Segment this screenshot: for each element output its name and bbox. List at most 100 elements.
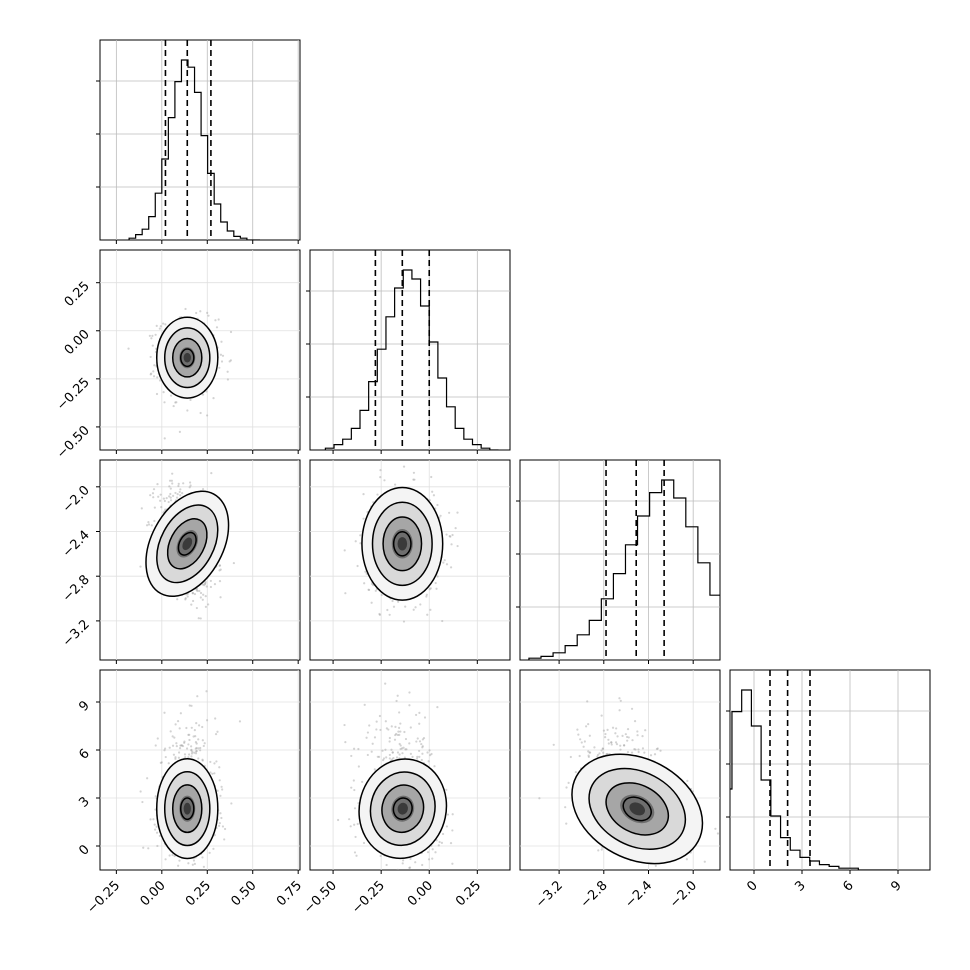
scatter-point (158, 327, 161, 330)
scatter-point (426, 613, 429, 616)
scatter-point (169, 394, 173, 397)
scatter-point (600, 714, 603, 717)
scatter-point (408, 866, 411, 869)
scatter-point (216, 730, 219, 733)
y-tick-label: −2.4 (60, 528, 93, 561)
x-tick-label: 9 (888, 878, 904, 894)
scatter-point (420, 758, 423, 762)
scatter-point (159, 499, 162, 502)
scatter-point (163, 711, 166, 714)
scatter-point (199, 596, 202, 599)
scatter-point (221, 788, 224, 791)
scatter-point (152, 375, 156, 378)
scatter-point (199, 310, 202, 313)
x-tick-label: −2.0 (667, 878, 700, 911)
scatter-point (398, 733, 401, 736)
scatter-point (203, 742, 206, 745)
x-tick-label: 0.00 (405, 878, 436, 909)
scatter-point (627, 736, 630, 739)
scatter-point (626, 750, 630, 754)
scatter-point (139, 790, 142, 793)
scatter-point (403, 756, 406, 759)
scatter-point (408, 742, 411, 745)
scatter-point (641, 747, 645, 750)
scatter-point (385, 863, 388, 867)
scatter-point (168, 746, 171, 749)
panel-content (520, 670, 720, 870)
scatter-point (163, 437, 166, 440)
scatter-point (162, 497, 165, 500)
scatter-point (152, 818, 155, 821)
scatter-point (610, 743, 613, 746)
scatter-point (618, 697, 621, 700)
scatter-point (398, 742, 401, 746)
scatter-point (201, 758, 204, 761)
scatter-point (139, 565, 142, 568)
scatter-point (154, 828, 157, 831)
scatter-point (343, 549, 346, 552)
histogram-panel-1 (306, 249, 511, 454)
scatter-point (378, 714, 381, 718)
contour-line-1 (369, 771, 436, 847)
scatter-point (425, 595, 428, 598)
scatter-point (153, 506, 156, 509)
scatter-point (402, 620, 406, 623)
y-tick-label: 0 (76, 842, 92, 858)
y-tick-label: −3.2 (60, 617, 93, 650)
scatter-point (180, 744, 183, 747)
contour-line-3 (392, 530, 412, 557)
panel-frame (99, 39, 301, 241)
scatter-point (167, 500, 170, 504)
scatter-point (362, 841, 366, 845)
scatter-point (552, 743, 555, 746)
scatter-point (356, 564, 359, 568)
scatter-panel-1-0 (96, 249, 301, 454)
scatter-point (384, 682, 387, 685)
scatter-point (614, 741, 618, 744)
scatter-point (201, 856, 204, 859)
scatter-point (596, 753, 600, 757)
scatter-point (193, 862, 196, 865)
scatter-point (596, 755, 599, 758)
scatter-point (209, 585, 213, 589)
scatter-point (449, 566, 453, 569)
scatter-point (367, 588, 371, 592)
scatter-point (204, 605, 208, 608)
scatter-point (412, 478, 415, 481)
scatter-point (205, 690, 208, 693)
scatter-point (196, 695, 199, 698)
scatter-point (438, 840, 441, 844)
contour-line-1 (588, 767, 687, 851)
scatter-point (185, 726, 188, 730)
scatter-point (223, 838, 226, 841)
scatter-point (181, 491, 184, 495)
scatter-point (192, 859, 196, 862)
scatter-point (172, 494, 175, 497)
scatter-point (215, 326, 219, 329)
scatter-point (388, 740, 391, 743)
scatter-point (429, 608, 432, 611)
scatter-point (434, 851, 437, 854)
scatter-point (404, 605, 407, 608)
scatter-point (175, 742, 178, 745)
scatter-point (177, 756, 181, 759)
scatter-point (226, 370, 229, 373)
scatter-point (171, 735, 174, 738)
scatter-point (219, 353, 223, 356)
scatter-point (408, 704, 411, 707)
x-tick-label: 0.00 (138, 878, 169, 909)
scatter-point (147, 847, 150, 850)
scatter-point (565, 786, 568, 789)
scatter-point (190, 603, 193, 606)
scatter-point (388, 753, 391, 757)
scatter-point (598, 752, 601, 755)
scatter-point (404, 737, 408, 741)
scatter-point (184, 598, 187, 601)
scatter-point (588, 751, 592, 754)
scatter-point (189, 398, 192, 402)
scatter-point (151, 492, 155, 495)
scatter-point (412, 608, 415, 611)
scatter-point (445, 825, 449, 828)
scatter-point (216, 789, 219, 792)
scatter-point (413, 478, 416, 481)
